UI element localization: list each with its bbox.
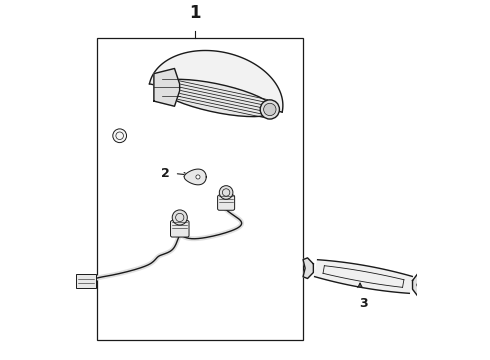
- Text: 2: 2: [161, 167, 170, 180]
- Circle shape: [260, 100, 279, 119]
- Circle shape: [220, 186, 233, 199]
- Polygon shape: [184, 169, 206, 185]
- Circle shape: [264, 103, 276, 116]
- Bar: [98, 38, 303, 340]
- Polygon shape: [303, 258, 314, 279]
- Text: 3: 3: [359, 297, 368, 310]
- FancyBboxPatch shape: [76, 274, 97, 288]
- Circle shape: [196, 175, 200, 179]
- Text: 1: 1: [190, 4, 201, 22]
- Polygon shape: [154, 68, 180, 106]
- Polygon shape: [149, 50, 283, 112]
- Circle shape: [113, 129, 126, 143]
- Polygon shape: [315, 260, 412, 293]
- FancyBboxPatch shape: [171, 221, 189, 237]
- Polygon shape: [157, 79, 274, 117]
- Circle shape: [172, 210, 187, 225]
- Polygon shape: [413, 273, 421, 297]
- FancyBboxPatch shape: [218, 195, 235, 210]
